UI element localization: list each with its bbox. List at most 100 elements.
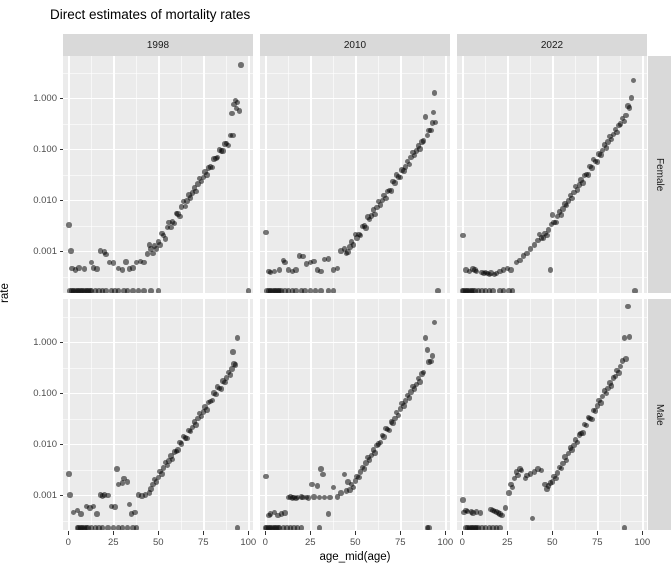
data-point [599, 147, 606, 154]
data-point [578, 177, 584, 183]
data-point-floor [621, 525, 628, 530]
data-point [195, 181, 201, 187]
x-tick-mark [552, 531, 554, 535]
data-point [153, 479, 160, 485]
data-point [569, 195, 575, 202]
data-point [334, 265, 341, 272]
x-tick-mark [597, 531, 599, 535]
data-point [513, 259, 520, 266]
data-point [524, 472, 530, 479]
data-point [569, 447, 575, 453]
data-point-floor [284, 525, 290, 530]
data-point [363, 460, 369, 466]
data-point [509, 484, 516, 491]
data-point [263, 473, 269, 480]
data-point [341, 471, 348, 478]
data-point [470, 510, 476, 516]
data-point [535, 237, 541, 244]
data-point [164, 224, 171, 231]
data-point [545, 483, 552, 489]
x-tick-label: 25 [502, 537, 513, 548]
data-point [508, 481, 514, 488]
data-point [535, 466, 541, 472]
gridline-minor-h [457, 174, 647, 176]
data-point [124, 479, 131, 485]
data-point [598, 400, 604, 406]
data-point-floor [490, 288, 496, 293]
data-point [267, 269, 274, 276]
data-point [563, 457, 570, 463]
data-point [305, 495, 312, 501]
data-point [334, 494, 341, 500]
data-point [184, 435, 190, 442]
data-point [112, 504, 118, 510]
data-point [429, 353, 436, 359]
data-point [428, 358, 434, 365]
gridline-minor-h [63, 72, 253, 74]
data-point [431, 90, 438, 96]
gridline-major-h [260, 250, 450, 253]
data-point [513, 469, 520, 475]
data-point-floor [302, 288, 308, 293]
data-point [90, 503, 97, 510]
data-point [621, 118, 628, 125]
data-point [303, 261, 310, 267]
data-point [300, 494, 306, 501]
data-point [267, 511, 274, 517]
data-point [157, 242, 163, 248]
data-point-floor [325, 288, 332, 293]
gridline-minor-h [260, 276, 450, 278]
x-tick-label: 75 [395, 537, 406, 548]
y-tick-label: 0.100 [33, 387, 57, 399]
data-point [560, 206, 566, 212]
gridline-major-h [63, 443, 253, 446]
data-point [153, 246, 160, 252]
data-point [196, 175, 203, 182]
gridline-major-h [63, 148, 253, 151]
data-point [338, 248, 344, 254]
gridline-minor-v [180, 299, 182, 530]
data-point [413, 381, 420, 388]
y-tick-mark [59, 98, 63, 99]
data-point [126, 266, 133, 272]
gridline-minor-h [457, 367, 647, 369]
data-point [562, 454, 568, 460]
data-point-floor [426, 525, 432, 530]
data-point [571, 442, 577, 449]
gridline-major-h [63, 341, 253, 344]
data-point [594, 159, 601, 165]
data-point [572, 183, 579, 190]
y-tick-label: 1.000 [33, 92, 57, 104]
data-point [128, 511, 135, 517]
data-point [574, 187, 581, 193]
data-point [603, 390, 610, 397]
data-point [229, 110, 235, 117]
x-tick-label: 100 [240, 537, 257, 548]
data-point [76, 265, 82, 271]
data-point [271, 268, 278, 275]
data-point-floor [482, 288, 489, 293]
data-point [377, 202, 384, 208]
data-point [366, 457, 373, 463]
data-point-floor [148, 288, 154, 293]
data-point [608, 383, 615, 389]
x-tick-mark [265, 531, 267, 535]
data-point [417, 146, 423, 152]
data-point [565, 198, 572, 204]
data-point [397, 406, 404, 412]
data-point-floor [234, 525, 241, 530]
data-point [66, 222, 72, 228]
data-point [230, 132, 236, 139]
data-point [473, 268, 480, 275]
data-point [88, 259, 95, 266]
data-point [285, 267, 292, 273]
gridline-minor-v [90, 299, 92, 530]
data-point [204, 172, 210, 178]
x-tick-mark [203, 531, 205, 535]
data-point [553, 475, 559, 482]
data-point [139, 493, 145, 499]
data-point [214, 154, 221, 161]
gridline-major-v [597, 299, 599, 530]
data-point [542, 481, 548, 488]
data-point [473, 509, 480, 515]
